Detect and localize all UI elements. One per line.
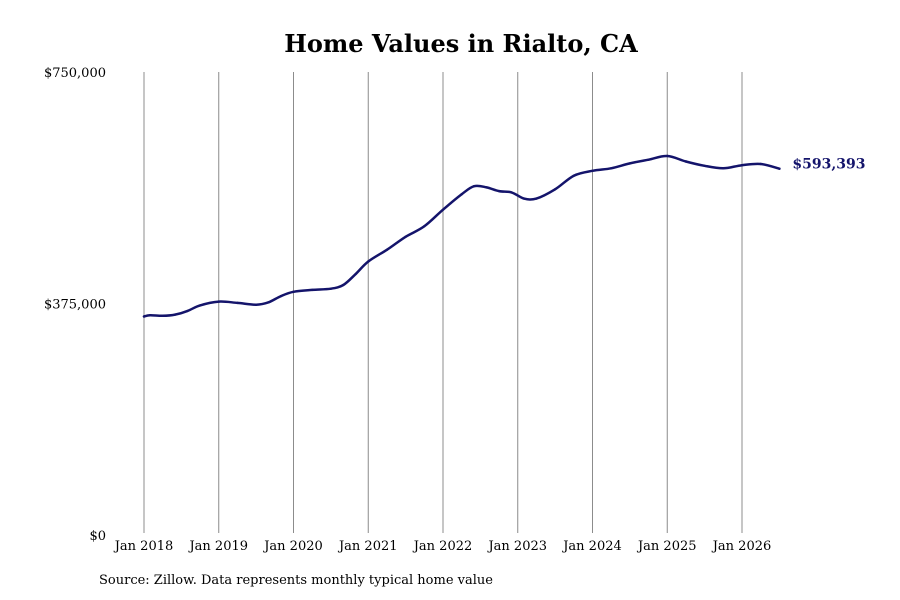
data-point [460, 193, 463, 196]
data-point [329, 287, 333, 290]
data-point [610, 167, 613, 170]
y-tick-label: $375,000 [44, 298, 106, 313]
data-point [703, 164, 706, 167]
data-point [628, 162, 632, 165]
data-point [485, 186, 488, 189]
x-axis-ticks: Jan 2018 Jan 2019 Jan 2020 Jan 2021 Jan 2022… [113, 539, 772, 554]
x-tick-label: Jan 2026 [711, 539, 772, 554]
data-point [254, 303, 258, 306]
data-point [722, 167, 725, 170]
data-point [510, 191, 513, 194]
x-tick-label: Jan 2020 [262, 539, 323, 554]
data-point [354, 272, 357, 276]
data-point [497, 189, 501, 193]
data-point [522, 197, 526, 200]
series-layer: $593,393 [142, 154, 865, 318]
data-point [572, 174, 575, 177]
data-point [441, 208, 445, 211]
data-point [236, 301, 239, 305]
x-tick-label: Jan 2023 [486, 539, 547, 554]
y-tick-label: $0 [89, 529, 106, 544]
data-point [149, 314, 152, 317]
data-point [342, 283, 345, 287]
data-point [267, 301, 270, 304]
x-tick-label: Jan 2025 [636, 539, 697, 554]
data-point [684, 160, 688, 163]
data-point [217, 300, 220, 303]
data-point [647, 158, 650, 161]
data-point [553, 188, 557, 191]
data-point [279, 294, 283, 298]
end-value-label: $593,393 [792, 157, 865, 173]
data-point [535, 197, 538, 200]
y-tick-label: $750,000 [44, 66, 106, 81]
data-point [173, 313, 177, 316]
data-point [161, 314, 164, 317]
data-point [367, 260, 370, 263]
source-note: Source: Zillow. Data represents monthly … [99, 573, 493, 588]
series-line [142, 154, 781, 318]
data-point [292, 290, 295, 293]
data-point [404, 235, 407, 238]
data-point [423, 225, 426, 228]
data-point [385, 248, 389, 251]
data-point [666, 154, 669, 158]
data-point [186, 309, 189, 313]
chart-title: Home Values in Rialto, CA [284, 29, 638, 58]
data-point [591, 169, 594, 172]
x-tick-label: Jan 2021 [337, 539, 398, 554]
x-tick-label: Jan 2022 [412, 539, 473, 554]
x-tick-label: Jan 2024 [561, 539, 622, 554]
data-point [311, 288, 314, 292]
y-axis-ticks: $0 $375,000 $750,000 [44, 66, 106, 544]
data-point [142, 315, 146, 318]
data-point [778, 167, 781, 170]
x-tick-label: Jan 2019 [187, 539, 248, 554]
data-point [198, 304, 202, 307]
gridlines [143, 72, 743, 533]
x-tick-label: Jan 2018 [113, 539, 174, 554]
data-point [759, 162, 762, 166]
data-point [472, 185, 476, 188]
data-point [740, 164, 744, 167]
